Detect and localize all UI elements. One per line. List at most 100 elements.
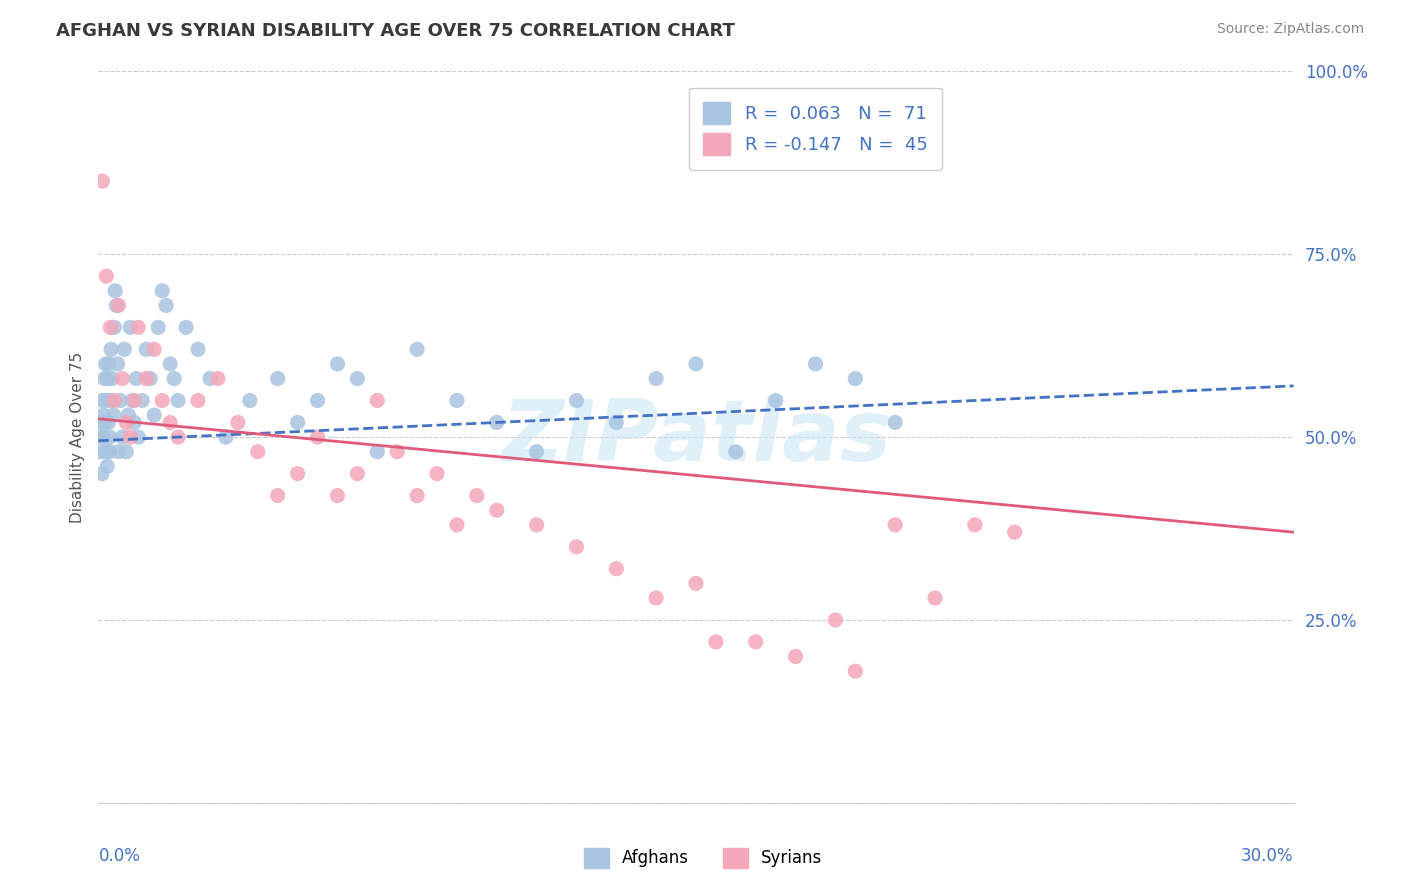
Point — [287, 467, 309, 481]
Point — [446, 517, 468, 532]
Text: ZIPatlas: ZIPatlas — [501, 395, 891, 479]
Point — [526, 444, 548, 458]
Point — [90, 430, 112, 444]
Point — [326, 489, 349, 503]
Point — [406, 343, 429, 357]
Point — [94, 393, 117, 408]
Point — [91, 393, 114, 408]
Point — [150, 284, 173, 298]
Point — [174, 320, 197, 334]
Point — [124, 393, 146, 408]
Point — [139, 371, 162, 385]
Point — [115, 444, 138, 458]
Point — [135, 371, 157, 385]
Point — [605, 416, 627, 430]
Point — [143, 408, 166, 422]
Point — [89, 416, 111, 430]
Point — [685, 357, 707, 371]
Point — [93, 430, 115, 444]
Point — [163, 371, 186, 385]
Point — [307, 430, 329, 444]
Point — [167, 393, 190, 408]
Point — [745, 635, 768, 649]
Point — [96, 269, 118, 284]
Point — [426, 467, 449, 481]
Point — [326, 357, 349, 371]
Point — [93, 371, 115, 385]
Point — [884, 517, 907, 532]
Point — [98, 430, 121, 444]
Point — [96, 444, 118, 458]
Point — [107, 444, 129, 458]
Point — [121, 393, 143, 408]
Point — [91, 408, 114, 422]
Point — [824, 613, 846, 627]
Point — [90, 444, 112, 458]
Point — [124, 416, 146, 430]
Point — [91, 174, 114, 188]
Point — [465, 489, 488, 503]
Legend: Afghans, Syrians: Afghans, Syrians — [578, 841, 828, 875]
Point — [884, 416, 907, 430]
Point — [94, 416, 117, 430]
Point — [267, 371, 290, 385]
Point — [148, 320, 170, 334]
Point — [120, 320, 142, 334]
Point — [804, 357, 827, 371]
Point — [97, 371, 120, 385]
Point — [844, 371, 866, 385]
Point — [98, 320, 122, 334]
Point — [125, 371, 148, 385]
Point — [127, 430, 149, 444]
Point — [765, 393, 787, 408]
Point — [924, 591, 946, 605]
Point — [120, 430, 142, 444]
Y-axis label: Disability Age Over 75: Disability Age Over 75 — [69, 351, 84, 523]
Point — [98, 444, 121, 458]
Point — [565, 540, 588, 554]
Point — [115, 416, 138, 430]
Point — [117, 408, 139, 422]
Point — [246, 444, 269, 458]
Point — [385, 444, 409, 458]
Point — [97, 416, 120, 430]
Point — [131, 393, 153, 408]
Text: AFGHAN VS SYRIAN DISABILITY AGE OVER 75 CORRELATION CHART: AFGHAN VS SYRIAN DISABILITY AGE OVER 75 … — [56, 22, 735, 40]
Point — [267, 489, 290, 503]
Point — [207, 371, 229, 385]
Point — [104, 284, 127, 298]
Point — [239, 393, 262, 408]
Text: 0.0%: 0.0% — [98, 847, 141, 864]
Point — [307, 393, 329, 408]
Point — [150, 393, 173, 408]
Point — [187, 343, 209, 357]
Point — [1004, 525, 1026, 540]
Point — [103, 408, 125, 422]
Point — [143, 343, 166, 357]
Point — [111, 371, 134, 385]
Point — [605, 562, 627, 576]
Point — [159, 416, 181, 430]
Point — [105, 298, 128, 312]
Text: Source: ZipAtlas.com: Source: ZipAtlas.com — [1216, 22, 1364, 37]
Point — [346, 467, 368, 481]
Point — [94, 357, 117, 371]
Point — [112, 343, 135, 357]
Legend: R =  0.063   N =  71, R = -0.147   N =  45: R = 0.063 N = 71, R = -0.147 N = 45 — [689, 87, 942, 169]
Point — [97, 357, 120, 371]
Point — [215, 430, 238, 444]
Text: 30.0%: 30.0% — [1241, 847, 1294, 864]
Point — [96, 459, 118, 474]
Point — [724, 444, 747, 458]
Point — [485, 503, 508, 517]
Point — [198, 371, 221, 385]
Point — [287, 416, 309, 430]
Point — [844, 664, 866, 678]
Point — [645, 371, 668, 385]
Point — [704, 635, 727, 649]
Point — [963, 517, 986, 532]
Point — [485, 416, 508, 430]
Point — [101, 371, 124, 385]
Point — [135, 343, 157, 357]
Point — [107, 357, 129, 371]
